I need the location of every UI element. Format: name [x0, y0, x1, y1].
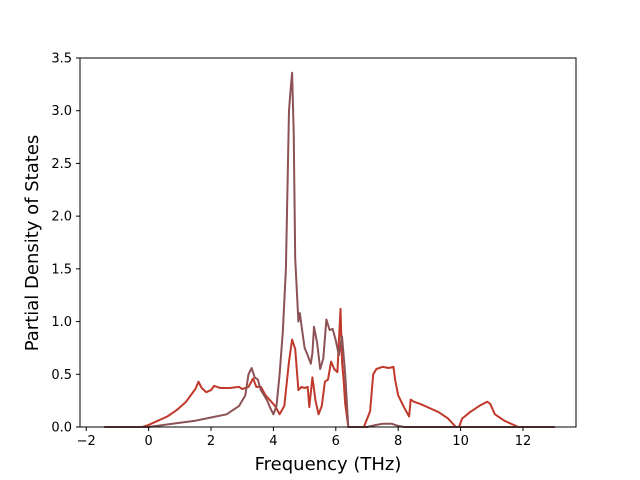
axes-frame [79, 57, 577, 428]
y-tick-label: 2.5 [51, 157, 72, 172]
y-tick-label: 2.0 [51, 210, 72, 225]
x-tick-label: 0 [144, 434, 152, 449]
y-tick-label: 1.0 [51, 315, 72, 330]
plot-area [79, 57, 577, 428]
y-tick-label: 0.5 [51, 368, 72, 383]
x-tick-label: 6 [332, 434, 340, 449]
y-axis-ticks: 0.0 0.5 1.0 1.5 2.0 2.5 3.0 3.5 [51, 52, 80, 436]
x-tick-label: 2 [207, 434, 215, 449]
x-tick-label: −2 [77, 434, 96, 449]
x-axis-label: Frequency (THz) [255, 454, 402, 475]
x-tick-label: 12 [515, 434, 532, 449]
x-tick-label: 4 [269, 434, 277, 449]
series-line-1 [104, 307, 556, 428]
y-tick-label: 3.0 [51, 104, 72, 119]
x-axis-ticks: −2 0 2 4 6 8 10 12 [77, 427, 532, 449]
y-tick-label: 0.0 [51, 421, 72, 436]
x-tick-label: 10 [452, 434, 469, 449]
y-tick-label: 3.5 [51, 52, 72, 67]
y-axis-label: Partial Density of States [22, 135, 43, 352]
y-tick-label: 1.5 [51, 262, 72, 277]
x-tick-label: 8 [394, 434, 402, 449]
